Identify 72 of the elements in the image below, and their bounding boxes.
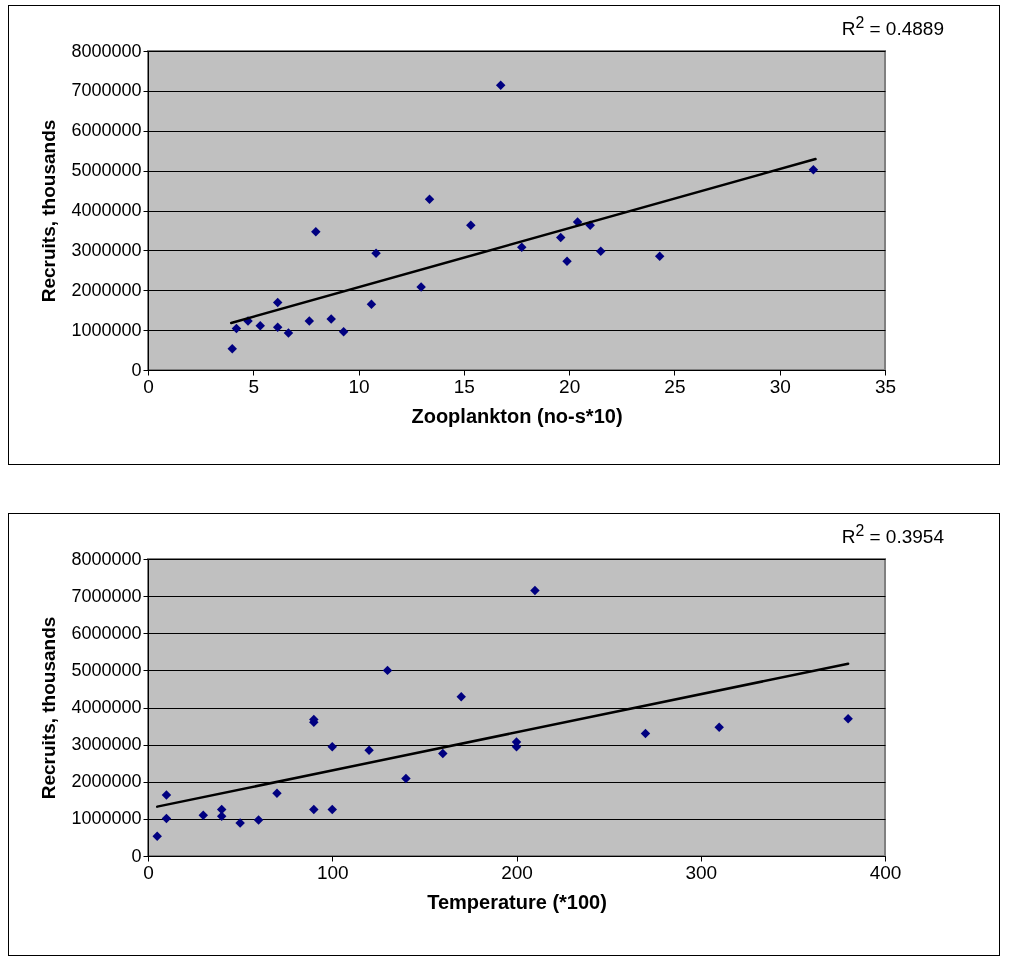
x-tick-label: 5 — [248, 375, 260, 397]
x-tick-label: 10 — [348, 375, 370, 397]
y-axis-title: Recruits, thousands — [38, 119, 60, 303]
y-tick-label: 5000000 — [71, 160, 142, 181]
point — [808, 165, 819, 175]
y-axis-title: Recruits, thousands — [38, 616, 60, 800]
y-tick-label: 6000000 — [71, 120, 142, 141]
point — [198, 810, 209, 820]
point — [382, 665, 393, 676]
point — [640, 728, 651, 739]
point — [161, 813, 172, 824]
point — [309, 804, 319, 815]
point — [152, 831, 162, 842]
y-tick-label: 4000000 — [71, 697, 142, 717]
point — [227, 344, 237, 354]
point — [456, 691, 466, 702]
point — [517, 242, 527, 252]
point — [311, 226, 321, 237]
point — [161, 790, 172, 800]
y-tick-label: 7000000 — [71, 585, 142, 606]
point — [530, 585, 540, 596]
point — [595, 246, 606, 256]
x-tick-label: 15 — [453, 375, 475, 397]
point — [255, 321, 265, 331]
point — [438, 748, 448, 759]
point — [495, 80, 506, 91]
point — [364, 745, 374, 755]
x-tick-label: 25 — [664, 375, 686, 397]
y-tick-label: 4000000 — [71, 200, 142, 220]
point — [231, 323, 242, 334]
point — [327, 742, 337, 752]
point — [272, 788, 282, 798]
y-tick-label: 3000000 — [71, 734, 142, 755]
y-tick-label: 5000000 — [71, 659, 142, 680]
x-axis-title: Temperature (*100) — [427, 890, 607, 913]
y-tick-label: 1000000 — [71, 319, 142, 340]
point — [216, 811, 227, 822]
point — [466, 220, 476, 230]
x-tick-label: 400 — [869, 861, 902, 883]
y-tick-label: 0 — [131, 845, 142, 866]
point — [283, 328, 294, 338]
point — [272, 297, 283, 308]
y-tick-label: 8000000 — [71, 548, 142, 569]
text: R$^{2}$ = 0.3954 — [841, 522, 944, 549]
y-tick-label: 3000000 — [71, 239, 142, 260]
point — [253, 815, 264, 825]
point — [272, 322, 283, 333]
point — [843, 713, 853, 724]
point — [401, 773, 411, 784]
x-tick-label: 100 — [316, 861, 349, 883]
point — [304, 316, 315, 326]
x-tick-label: 300 — [685, 861, 718, 883]
point — [338, 326, 349, 337]
point — [327, 804, 337, 815]
y-tick-label: 6000000 — [71, 622, 142, 643]
text: R$^{2}$ = 0.4889 — [841, 14, 944, 41]
point — [424, 194, 435, 205]
y-tick-label: 1000000 — [71, 808, 142, 829]
point — [555, 232, 566, 243]
y-tick-label: 0 — [131, 359, 142, 380]
y-tick-label: 2000000 — [71, 279, 142, 300]
y-tick-label: 7000000 — [71, 80, 142, 101]
x-tick-label: 30 — [769, 375, 791, 397]
point — [714, 722, 724, 732]
x-tick-label: 20 — [559, 375, 581, 397]
point — [366, 299, 377, 309]
point — [654, 251, 665, 262]
x-tick-label: 35 — [874, 375, 897, 397]
x-axis-title: Zooplankton (no-s*10) — [411, 404, 623, 427]
y-tick-label: 2000000 — [71, 771, 142, 792]
x-tick-label: 200 — [501, 861, 533, 883]
y-tick-label: 8000000 — [71, 40, 142, 61]
